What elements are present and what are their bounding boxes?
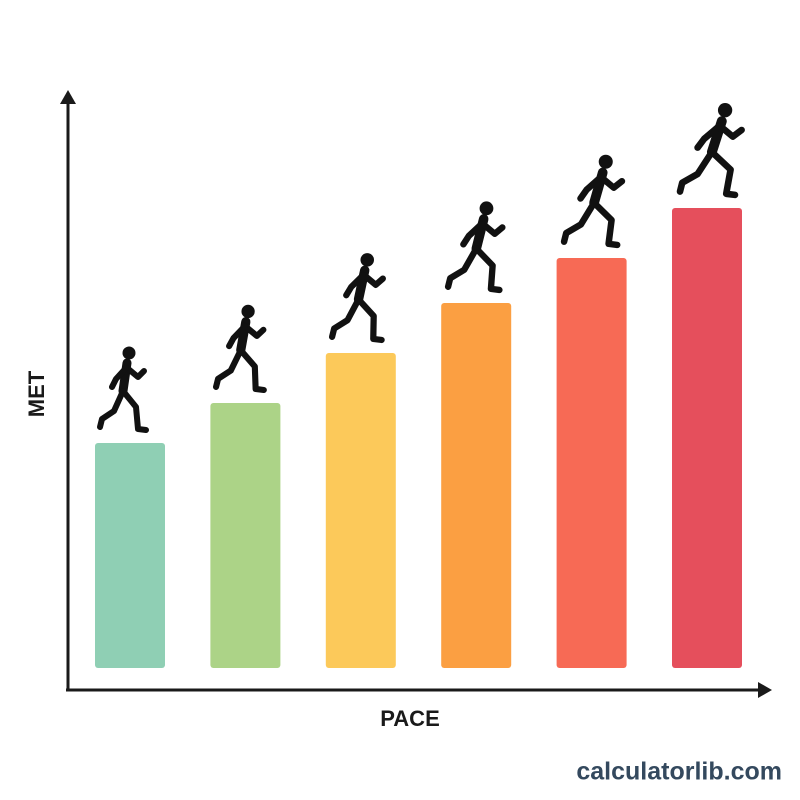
runner-arm <box>478 219 506 237</box>
runner-arm <box>716 122 745 140</box>
runner-head <box>360 253 375 267</box>
runner-arm <box>241 322 267 339</box>
runner-leg <box>120 388 149 433</box>
runner-icon <box>560 154 626 249</box>
watermark: calculatorlib.com <box>576 758 782 786</box>
runner-arm <box>460 221 485 248</box>
runner-leg <box>676 148 716 195</box>
runner-arm <box>226 323 248 350</box>
bar <box>556 258 627 668</box>
runner-leg <box>444 245 480 290</box>
runner-leg <box>328 296 362 340</box>
y-axis-label: MET <box>24 370 49 417</box>
bar <box>672 208 742 668</box>
runner-head <box>122 346 136 360</box>
runner-icon <box>676 103 745 199</box>
runner-leg <box>237 347 267 394</box>
bar <box>325 353 396 668</box>
runner-head <box>598 154 613 169</box>
runner-arm <box>360 271 386 288</box>
runner-icon <box>444 201 506 294</box>
runner-arm <box>109 365 129 390</box>
runner-leg <box>355 296 385 344</box>
runner-leg <box>590 199 621 249</box>
runner-head <box>479 201 494 216</box>
runner-arm <box>694 123 722 151</box>
x-axis-arrow <box>758 682 772 698</box>
runner-arm <box>123 364 147 380</box>
bar <box>441 303 512 668</box>
runner-leg <box>97 388 126 430</box>
runner-head <box>241 304 255 319</box>
runner-leg <box>213 347 244 390</box>
runner-icon <box>328 253 386 344</box>
runner-arm <box>597 173 626 191</box>
x-axis-label: PACE <box>380 706 440 731</box>
bar <box>210 403 281 668</box>
runner-leg <box>708 148 739 199</box>
bar <box>95 443 165 668</box>
y-axis-arrow <box>60 90 76 104</box>
runner-icon <box>213 304 267 394</box>
runner-leg <box>473 245 503 294</box>
runner-icon <box>97 346 149 433</box>
runner-arm <box>343 272 366 299</box>
runner-leg <box>560 199 598 245</box>
runner-head <box>717 103 733 118</box>
runner-arm <box>577 174 604 202</box>
